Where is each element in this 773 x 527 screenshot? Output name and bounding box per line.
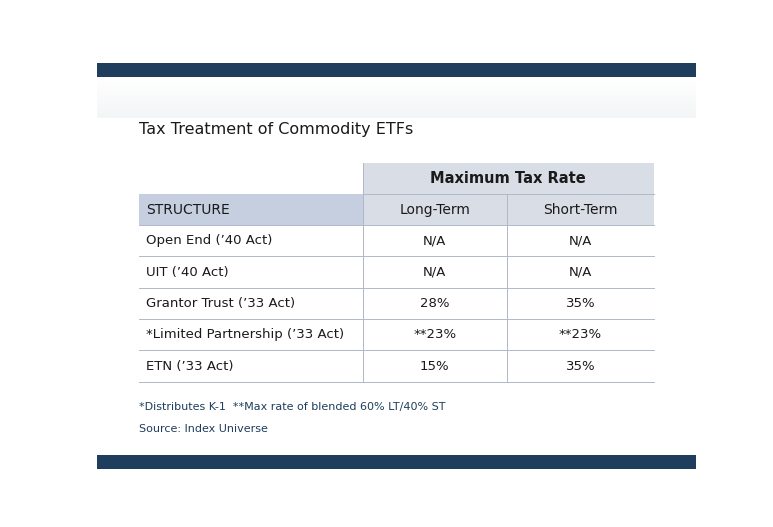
Bar	[138, 225, 654, 257]
Bar	[97, 115, 696, 116]
Bar	[97, 84, 696, 85]
Bar	[97, 91, 696, 92]
Text: UIT (’40 Act): UIT (’40 Act)	[146, 266, 228, 279]
Bar	[507, 194, 654, 225]
Text: 35%: 35%	[566, 359, 595, 373]
Bar	[97, 111, 696, 112]
Bar	[97, 116, 696, 117]
Bar	[138, 257, 654, 288]
Text: STRUCTURE: STRUCTURE	[146, 203, 230, 217]
Bar	[97, 106, 696, 108]
Text: **23%: **23%	[414, 328, 456, 341]
Bar	[97, 108, 696, 109]
Bar	[97, 89, 696, 90]
Bar	[97, 87, 696, 88]
Bar	[97, 104, 696, 105]
Bar	[97, 112, 696, 113]
Text: *Limited Partnership (’33 Act): *Limited Partnership (’33 Act)	[146, 328, 344, 341]
Text: N/A: N/A	[423, 266, 447, 279]
Bar	[97, 103, 696, 104]
Bar	[97, 113, 696, 114]
Bar	[97, 85, 696, 86]
Bar	[97, 105, 696, 106]
Bar	[363, 163, 654, 194]
Bar	[363, 194, 507, 225]
Bar	[97, 95, 696, 96]
Bar	[97, 83, 696, 84]
Bar	[97, 117, 696, 118]
Bar	[138, 350, 654, 382]
Bar	[97, 78, 696, 79]
Text: *Distributes K-1  **Max rate of blended 60% LT/40% ST: *Distributes K-1 **Max rate of blended 6…	[138, 402, 445, 412]
Text: 35%: 35%	[566, 297, 595, 310]
Bar	[138, 194, 363, 225]
Bar	[97, 93, 696, 94]
Bar	[97, 63, 696, 77]
Text: N/A: N/A	[423, 235, 447, 247]
Bar	[97, 77, 696, 78]
Bar	[97, 102, 696, 103]
Bar	[97, 101, 696, 102]
Text: 15%: 15%	[420, 359, 450, 373]
Bar	[97, 90, 696, 91]
Text: Maximum Tax Rate: Maximum Tax Rate	[431, 171, 586, 186]
Bar	[97, 81, 696, 82]
Bar	[97, 96, 696, 97]
Text: N/A: N/A	[569, 266, 592, 279]
Text: Source: Index Universe: Source: Index Universe	[138, 424, 267, 434]
Text: Tax Treatment of Commodity ETFs: Tax Treatment of Commodity ETFs	[138, 122, 413, 137]
Bar	[97, 110, 696, 111]
Bar	[97, 86, 696, 87]
Bar	[97, 82, 696, 83]
Text: Grantor Trust (’33 Act): Grantor Trust (’33 Act)	[146, 297, 295, 310]
Bar	[97, 80, 696, 81]
Text: ETN (’33 Act): ETN (’33 Act)	[146, 359, 233, 373]
Text: N/A: N/A	[569, 235, 592, 247]
Text: **23%: **23%	[559, 328, 602, 341]
Bar	[97, 88, 696, 89]
Bar	[97, 455, 696, 469]
Bar	[97, 100, 696, 101]
Bar	[138, 288, 654, 319]
Text: 28%: 28%	[420, 297, 450, 310]
Bar	[97, 99, 696, 100]
Bar	[97, 97, 696, 99]
Bar	[97, 79, 696, 80]
Text: Long-Term: Long-Term	[400, 203, 470, 217]
Text: Short-Term: Short-Term	[543, 203, 618, 217]
Text: Open End (’40 Act): Open End (’40 Act)	[146, 235, 272, 247]
Bar	[97, 92, 696, 93]
Bar	[97, 94, 696, 95]
Bar	[97, 109, 696, 110]
Bar	[138, 319, 654, 350]
Bar	[97, 114, 696, 115]
